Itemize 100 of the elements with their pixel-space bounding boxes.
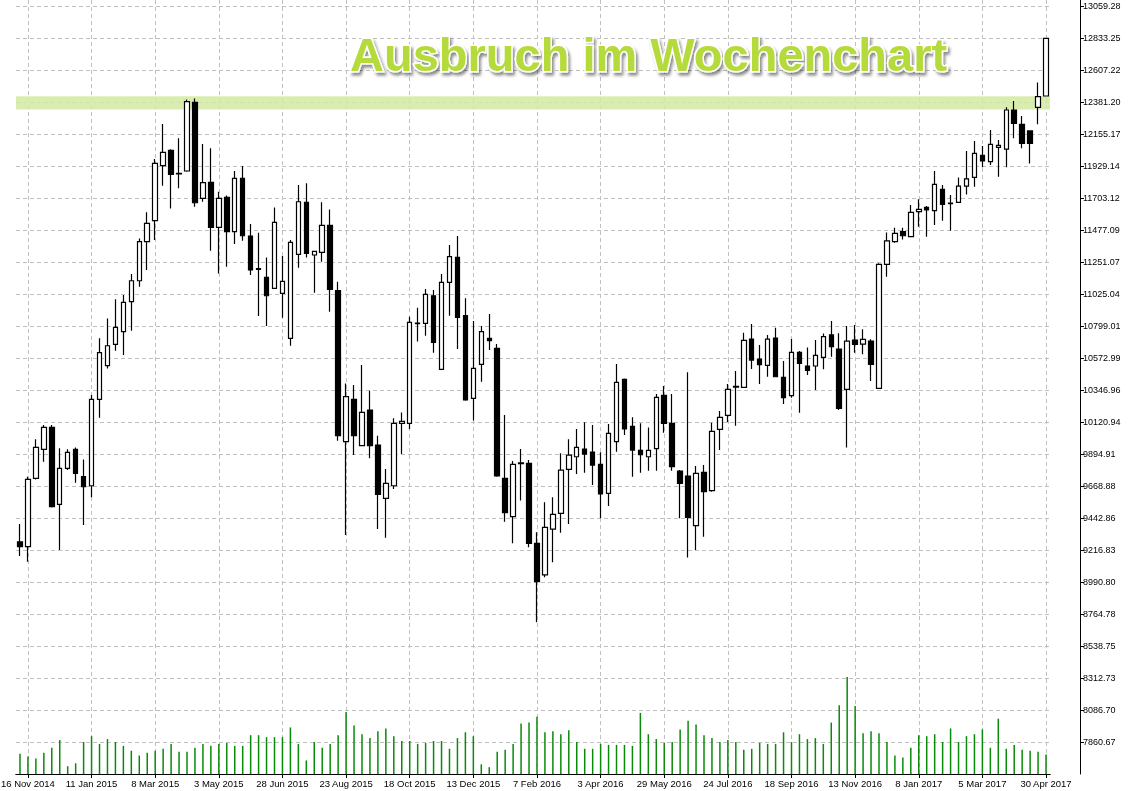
candlestick bbox=[56, 447, 63, 551]
candlestick bbox=[390, 417, 398, 490]
candlestick bbox=[422, 288, 429, 337]
y-tick-label: 9668.88 bbox=[1083, 481, 1116, 492]
candlestick bbox=[820, 332, 827, 370]
candlestick bbox=[350, 384, 358, 456]
candlestick bbox=[271, 206, 278, 290]
candlestick bbox=[517, 448, 525, 502]
x-tick-label: 28 Jun 2015 bbox=[256, 777, 309, 789]
candlestick bbox=[995, 139, 1002, 178]
candlestick bbox=[382, 468, 390, 539]
candlestick bbox=[780, 360, 787, 405]
candlestick bbox=[263, 256, 270, 327]
candlestick bbox=[247, 223, 254, 276]
candlestick bbox=[740, 332, 748, 389]
y-tick-label: 8764.78 bbox=[1083, 609, 1116, 620]
candlestick bbox=[796, 350, 803, 414]
y-tick-label: 8990.80 bbox=[1083, 577, 1116, 588]
candlestick bbox=[88, 394, 95, 498]
candlestick bbox=[772, 327, 779, 378]
candlestick bbox=[318, 201, 326, 263]
candlestick bbox=[684, 371, 692, 558]
candlestick bbox=[971, 140, 978, 188]
y-tick-label: 11251.07 bbox=[1083, 257, 1120, 268]
candlestick bbox=[668, 393, 676, 472]
candlestick bbox=[374, 435, 382, 530]
candlestick bbox=[883, 232, 891, 278]
y-tick-label: 13059.28 bbox=[1083, 1, 1121, 12]
x-tick-label: 3 Apr 2016 bbox=[577, 777, 624, 789]
candlestick bbox=[143, 211, 151, 271]
candlestick bbox=[875, 262, 883, 390]
candlestick bbox=[48, 424, 56, 509]
y-tick-label: 9216.83 bbox=[1083, 545, 1116, 556]
y-tick-label: 7860.67 bbox=[1083, 737, 1116, 748]
candlestick bbox=[136, 237, 143, 288]
y-tick-label: 12607.22 bbox=[1083, 65, 1121, 76]
candlestick bbox=[151, 158, 159, 241]
y-tick-label: 11025.04 bbox=[1083, 289, 1120, 300]
candlestick bbox=[963, 150, 970, 195]
y-tick-label: 12833.25 bbox=[1083, 33, 1121, 44]
candlestick bbox=[708, 422, 716, 493]
candlestick bbox=[398, 411, 406, 455]
candlestick bbox=[446, 244, 453, 317]
text: Ausbruch im Wochenchart bbox=[350, 28, 948, 81]
candlestick bbox=[788, 338, 795, 399]
candlestick bbox=[1010, 100, 1018, 139]
candlestick bbox=[557, 452, 565, 534]
candlestick bbox=[843, 325, 851, 448]
candlestick bbox=[859, 328, 867, 355]
candlestick bbox=[191, 97, 199, 208]
candlestick bbox=[1034, 81, 1042, 125]
candlestick bbox=[804, 346, 811, 376]
candlestick bbox=[764, 334, 771, 378]
candlestick bbox=[16, 523, 24, 557]
candlestick bbox=[947, 194, 954, 232]
x-tick-label: 29 May 2016 bbox=[636, 777, 692, 789]
candlestick bbox=[716, 410, 724, 451]
x-tick-label: 8 Jan 2017 bbox=[895, 777, 943, 789]
candlestick bbox=[501, 414, 509, 523]
candlestick bbox=[231, 170, 238, 245]
y-tick-label: 9894.91 bbox=[1083, 449, 1116, 460]
y-tick-label: 12155.17 bbox=[1083, 129, 1121, 140]
candlestick bbox=[899, 227, 907, 241]
x-tick-label: 30 Apr 2017 bbox=[1020, 777, 1072, 789]
candlestick bbox=[80, 458, 87, 526]
candlestick bbox=[128, 273, 135, 332]
candlestick bbox=[1026, 130, 1034, 164]
candlestick bbox=[509, 460, 517, 544]
x-tick-label: 18 Sep 2016 bbox=[764, 777, 819, 789]
candlestick bbox=[541, 501, 549, 578]
y-tick-label: 10346.96 bbox=[1083, 385, 1121, 396]
y-tick-label: 10120.94 bbox=[1083, 417, 1121, 428]
candlestick bbox=[366, 390, 374, 459]
x-tick-label: 7 Feb 2016 bbox=[512, 777, 562, 789]
x-tick-label: 18 Oct 2015 bbox=[383, 777, 436, 789]
candlestick bbox=[303, 182, 310, 258]
x-tick-label: 11 Jan 2015 bbox=[65, 777, 118, 789]
candlestick bbox=[72, 446, 79, 484]
candlestick bbox=[311, 250, 318, 294]
candlestick bbox=[835, 332, 843, 411]
candlestick bbox=[525, 459, 533, 548]
candlestick bbox=[215, 191, 223, 274]
candlestick bbox=[533, 531, 541, 623]
x-tick-label: 16 Nov 2014 bbox=[0, 777, 55, 789]
y-tick-label: 10799.01 bbox=[1083, 321, 1121, 332]
y-tick-label: 12381.20 bbox=[1083, 97, 1121, 108]
y-tick-label: 8086.70 bbox=[1083, 705, 1116, 716]
candlestick bbox=[955, 176, 962, 204]
candlestick bbox=[104, 317, 111, 369]
x-tick-label: 13 Nov 2016 bbox=[828, 777, 883, 789]
candlestick bbox=[207, 147, 215, 252]
candlestick bbox=[573, 428, 580, 475]
x-tick-label: 8 Mar 2015 bbox=[131, 777, 180, 789]
candlestick bbox=[326, 208, 334, 313]
candlestick bbox=[493, 343, 501, 478]
candlestick bbox=[732, 370, 740, 427]
candlestick bbox=[812, 339, 819, 391]
candlestick bbox=[454, 235, 461, 350]
candlestick bbox=[645, 426, 652, 472]
x-tick-label: 3 May 2015 bbox=[193, 777, 244, 789]
